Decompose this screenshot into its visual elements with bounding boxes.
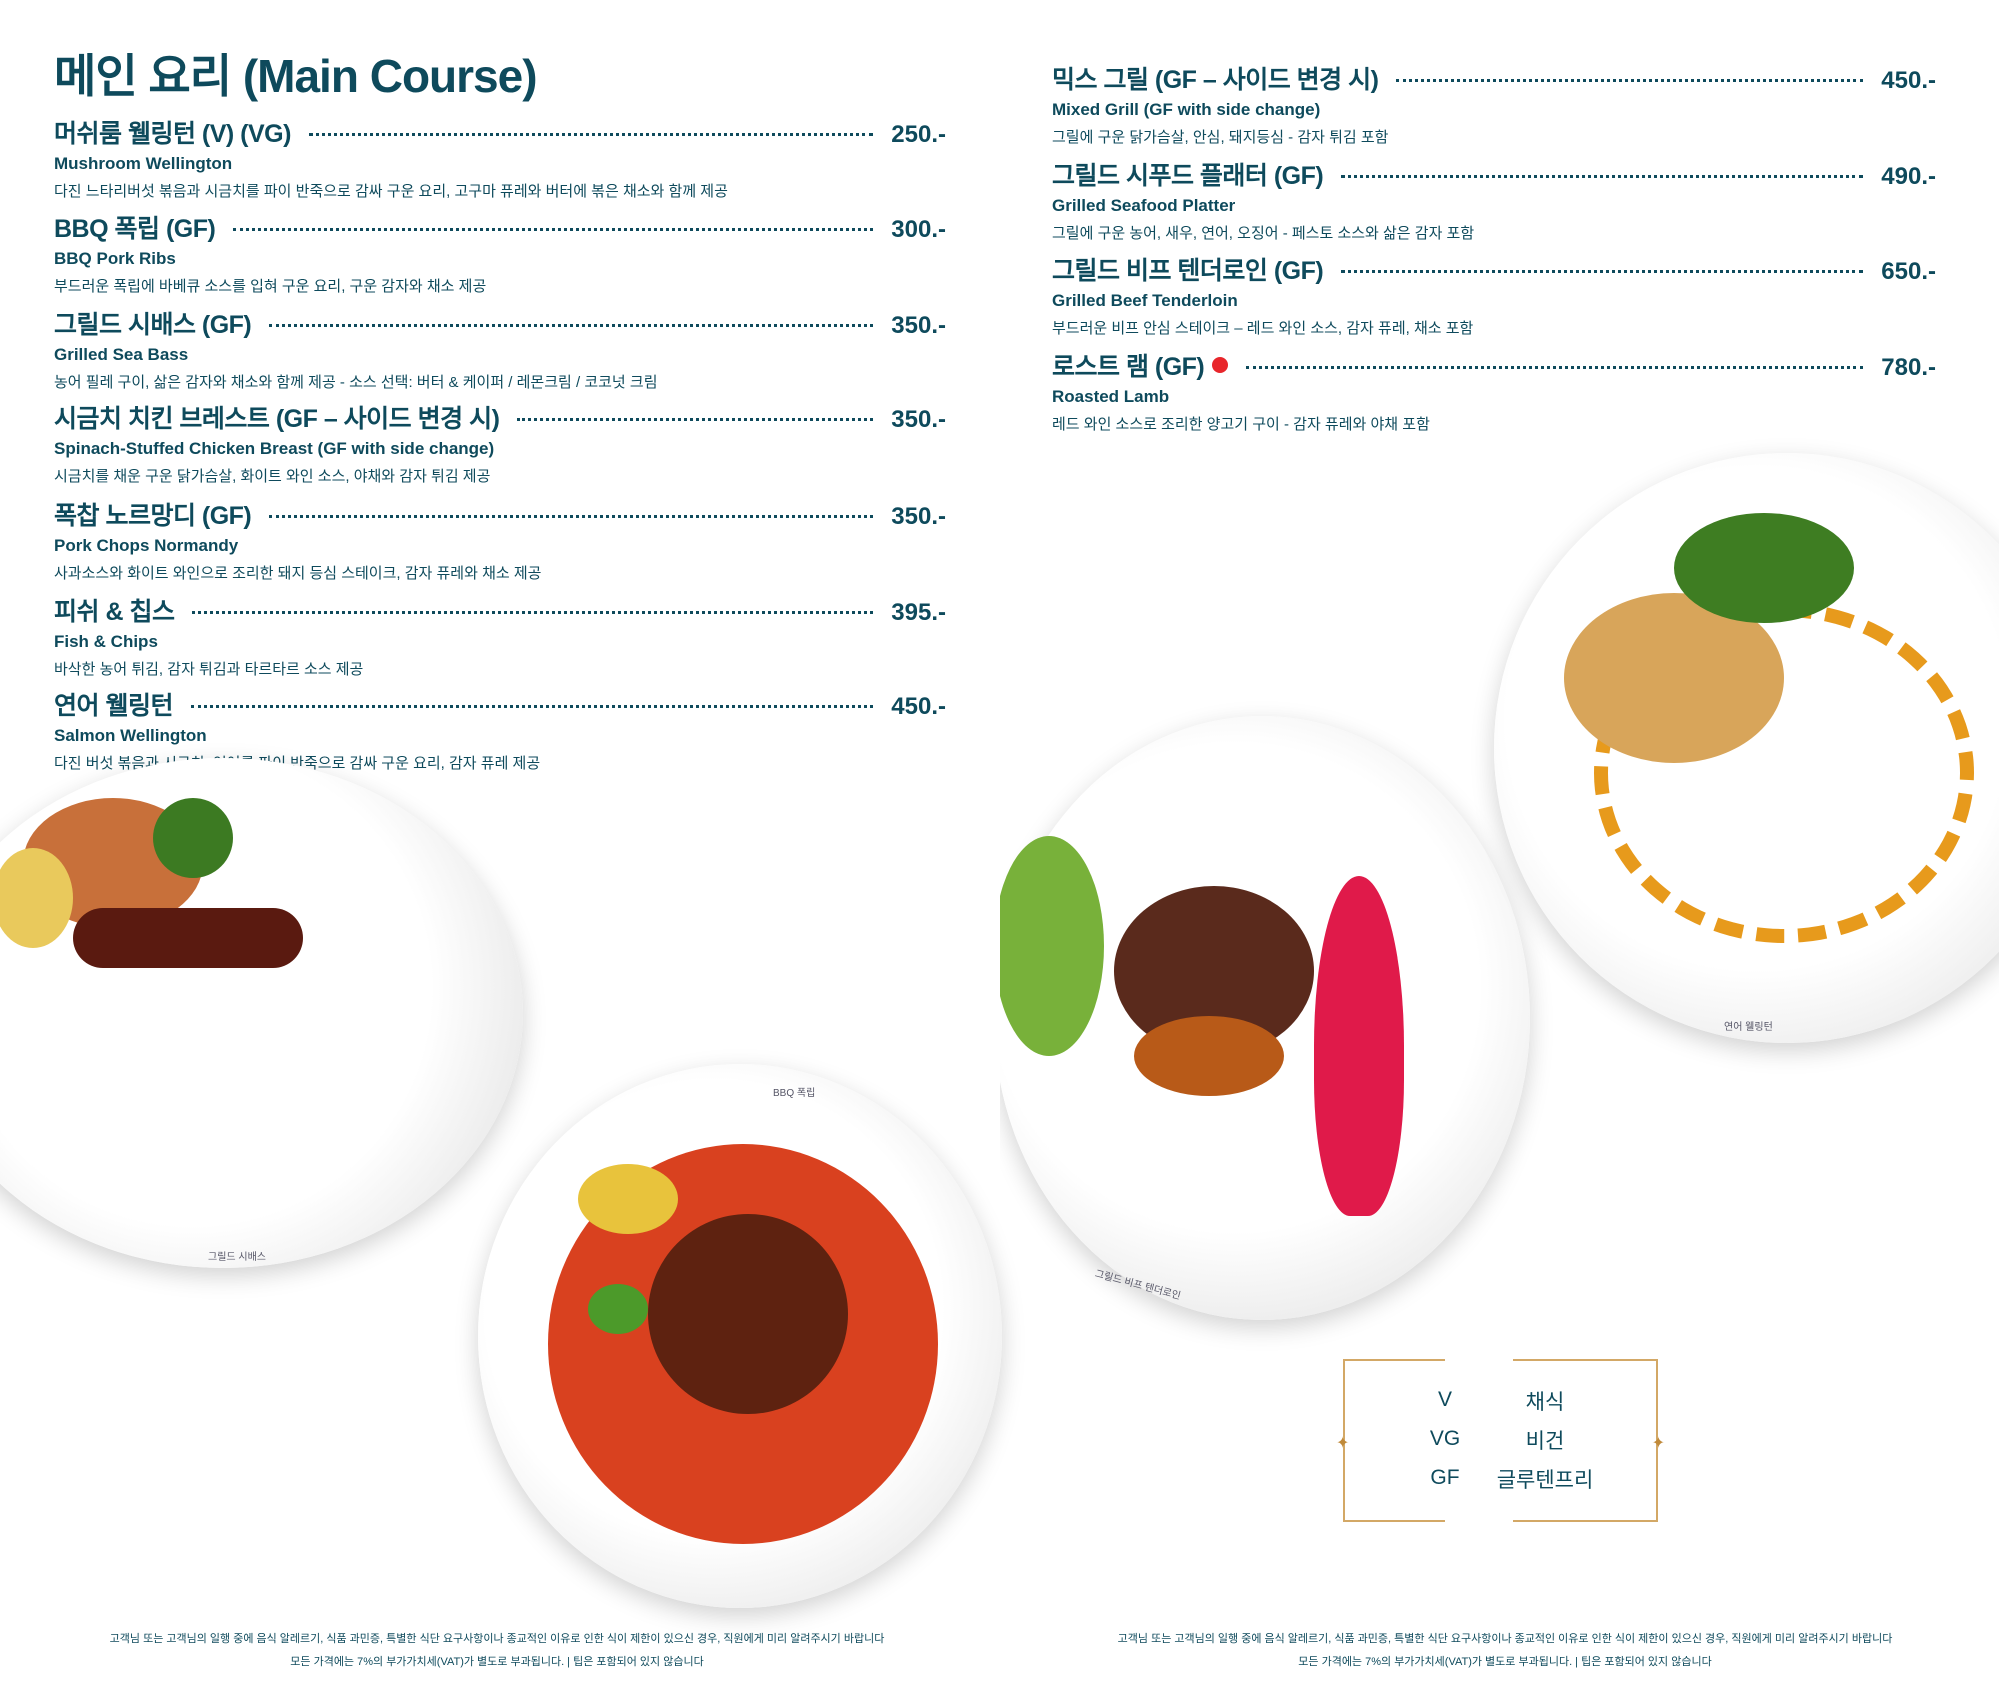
legend-label: 채식 — [1525, 1391, 1565, 1414]
footer-right: 고객님 또는 고객님의 일행 중에 음식 알레르기, 식품 과민증, 특별한 식… — [1015, 1628, 1995, 1674]
plate-salmon-wellington: 연어 웰링턴 — [1494, 453, 1999, 1043]
item-name: 시금치 치킨 브레스트 (GF – 사이드 변경 시) — [54, 405, 500, 433]
vat-note: 모든 가격에는 7%의 부가가치세(VAT)가 별도로 부과됩니다. | 팁은 … — [1298, 1656, 1712, 1668]
plate-label: 그릴드 시배스 — [208, 1252, 266, 1263]
item-english-name: Spinach-Stuffed Chicken Breast (GF with … — [54, 439, 495, 458]
item-name: BBQ 폭립 (GF) — [54, 215, 216, 243]
menu-item: 폭찹 노르망디 (GF) 350.- Pork Chops Normandy 사과소스… — [54, 496, 946, 591]
legend-box: ✦ ✦ V 채식 VG 비건 GF 글루텐프리 — [1336, 1357, 1665, 1524]
plate-label: 그릴드 비프 텐더로인 — [1093, 1268, 1182, 1303]
plate-beef-tenderloin: 그릴드 비프 텐더로인 — [1000, 716, 1530, 1320]
item-price: 250.- — [891, 121, 946, 148]
legend-label: 글루텐프리 — [1496, 1469, 1594, 1492]
food — [73, 908, 303, 968]
item-description: 부드러운 폭립에 바베큐 소스를 입혀 구운 요리, 구운 감자와 채소 제공 — [54, 278, 487, 295]
item-description: 그릴에 구운 농어, 새우, 연어, 오징어 - 페스토 소스와 삶은 감자 포… — [1052, 225, 1475, 242]
item-description: 농어 필레 구이, 삶은 감자와 채소와 함께 제공 - 소스 선택: 버터 &… — [54, 374, 658, 391]
item-english-name: Pork Chops Normandy — [54, 536, 239, 555]
menu-item: 시금치 치킨 브레스트 (GF – 사이드 변경 시) 350.- Spinach-… — [54, 399, 946, 494]
item-name: 연어 웰링턴 — [54, 692, 173, 720]
broccoli — [1674, 513, 1854, 623]
allergy-note: 고객님 또는 고객님의 일행 중에 음식 알레르기, 식품 과민증, 특별한 식… — [109, 1633, 885, 1645]
red-dot-marker — [1212, 357, 1229, 373]
item-description: 부드러운 비프 안심 스테이크 – 레드 와인 소스, 감자 퓨레, 채소 포함 — [1052, 320, 1474, 337]
item-description: 사과소스와 화이트 와인으로 조리한 돼지 등심 스테이크, 감자 퓨레와 채소… — [54, 565, 542, 582]
item-description: 그릴에 구운 닭가슴살, 안심, 돼지등심 - 감자 튀김 포함 — [1052, 129, 1389, 146]
dot-leader — [517, 418, 874, 421]
item-name: 머쉬룸 웰링턴 (V) (VG) — [54, 120, 291, 148]
item-name: 믹스 그릴 (GF – 사이드 변경 시) — [1052, 66, 1379, 94]
dot-leader — [308, 133, 874, 136]
menu-item: 피쉬 & 칩스 395.- Fish & Chips 바삭한 농어 튀김, 감자 튀김… — [54, 592, 946, 687]
item-price: 780.- — [1881, 354, 1936, 381]
plate-sea-bass: 그릴드 시배스 — [0, 758, 523, 1268]
menu-item: 그릴드 시배스 (GF) 350.- Grilled Sea Bass 농어 필레 구… — [54, 305, 946, 400]
dot-leader — [1341, 270, 1864, 273]
item-english-name: Salmon Wellington — [54, 726, 207, 745]
legend-code: VG — [1429, 1427, 1461, 1450]
pepper — [588, 1284, 648, 1334]
item-price: 490.- — [1881, 163, 1936, 190]
item-english-name: Mushroom Wellington — [54, 154, 233, 173]
dot-leader — [1246, 366, 1864, 369]
item-name: 그릴드 비프 텐더로인 (GF) — [1052, 257, 1324, 285]
legend-code: V — [1437, 1388, 1452, 1411]
dot-leader — [233, 228, 874, 231]
item-price: 300.- — [891, 216, 946, 243]
item-english-name: BBQ Pork Ribs — [54, 249, 176, 268]
item-price: 450.- — [1881, 67, 1936, 94]
food — [0, 848, 73, 948]
item-english-name: Grilled Beef Tenderloin — [1052, 291, 1238, 310]
item-name: 로스트 램 (GF) — [1052, 353, 1205, 381]
plate-label: 연어 웰링턴 — [1724, 1022, 1773, 1033]
item-price: 650.- — [1881, 258, 1936, 285]
page-title: 메인 요리 (Main Course) — [54, 50, 538, 102]
item-description: 바삭한 농어 튀김, 감자 튀김과 타르타르 소스 제공 — [54, 661, 364, 678]
item-english-name: Roasted Lamb — [1052, 387, 1170, 406]
plate-bbq-ribs: BBQ 폭립 — [478, 1064, 1002, 1608]
item-price: 450.- — [891, 693, 946, 720]
menu-item: 그릴드 비프 텐더로인 (GF) 650.- Grilled Beef Tender… — [1052, 251, 1936, 346]
item-name: 그릴드 시푸드 플래터 (GF) — [1052, 162, 1324, 190]
dot-leader — [269, 324, 874, 327]
dot-leader — [192, 611, 874, 614]
item-price: 350.- — [891, 503, 946, 530]
item-name: 그릴드 시배스 (GF) — [54, 311, 252, 339]
item-price: 395.- — [891, 599, 946, 626]
corn — [578, 1164, 678, 1234]
item-english-name: Grilled Seafood Platter — [1052, 196, 1236, 215]
dot-leader — [1341, 175, 1864, 178]
item-english-name: Fish & Chips — [54, 632, 158, 651]
dot-leader — [269, 515, 874, 518]
menu-item: BBQ 폭립 (GF) 300.- BBQ Pork Ribs 부드러운 폭립에 바베… — [54, 209, 946, 304]
star-ornament-icon: ✦ — [1336, 1435, 1350, 1452]
menu-item: 그릴드 시푸드 플래터 (GF) 490.- Grilled Seafood Pla… — [1052, 156, 1936, 251]
dot-leader — [190, 705, 874, 708]
footer-left: 고객님 또는 고객님의 일행 중에 음식 알레르기, 식품 과민증, 특별한 식… — [7, 1628, 987, 1674]
item-price: 350.- — [891, 406, 946, 433]
vat-note: 모든 가격에는 7%의 부가가치세(VAT)가 별도로 부과됩니다. | 팁은 … — [290, 1656, 704, 1668]
legend-code: GF — [1430, 1466, 1460, 1489]
item-name: 피쉬 & 칩스 — [54, 598, 175, 626]
plate-label: BBQ 폭립 — [773, 1088, 816, 1099]
item-english-name: Mixed Grill (GF with side change) — [1052, 100, 1321, 119]
item-description: 레드 와인 소스로 조리한 양고기 구이 - 감자 퓨레와 야채 포함 — [1052, 416, 1430, 433]
legend-label: 비건 — [1525, 1430, 1565, 1453]
item-name: 폭찹 노르망디 (GF) — [54, 502, 252, 530]
food — [153, 798, 233, 878]
item-price: 350.- — [891, 312, 946, 339]
veg — [1000, 836, 1104, 1056]
menu-item: 머쉬룸 웰링턴 (V) (VG) 250.- Mushroom Wellington… — [54, 114, 946, 209]
item-description: 다진 느타리버섯 볶음과 시금치를 파이 반죽으로 감싸 구운 요리, 고구마 … — [54, 183, 728, 200]
star-ornament-icon: ✦ — [1651, 1435, 1665, 1452]
menu-item: 믹스 그릴 (GF – 사이드 변경 시) 450.- Mixed Grill (G… — [1052, 60, 1936, 155]
dot-leader — [1396, 79, 1864, 82]
item-description: 시금치를 채운 구운 닭가슴살, 화이트 와인 소스, 야채와 감자 튀김 제공 — [54, 468, 491, 485]
menu-item: 로스트 램 (GF) 780.- Roasted Lamb 레드 와인 소스로 조리한… — [1052, 347, 1936, 442]
sauce — [1134, 1016, 1284, 1096]
ribs — [648, 1214, 848, 1414]
item-english-name: Grilled Sea Bass — [54, 345, 189, 364]
beet-sauce — [1314, 876, 1404, 1216]
allergy-note: 고객님 또는 고객님의 일행 중에 음식 알레르기, 식품 과민증, 특별한 식… — [1117, 1633, 1893, 1645]
